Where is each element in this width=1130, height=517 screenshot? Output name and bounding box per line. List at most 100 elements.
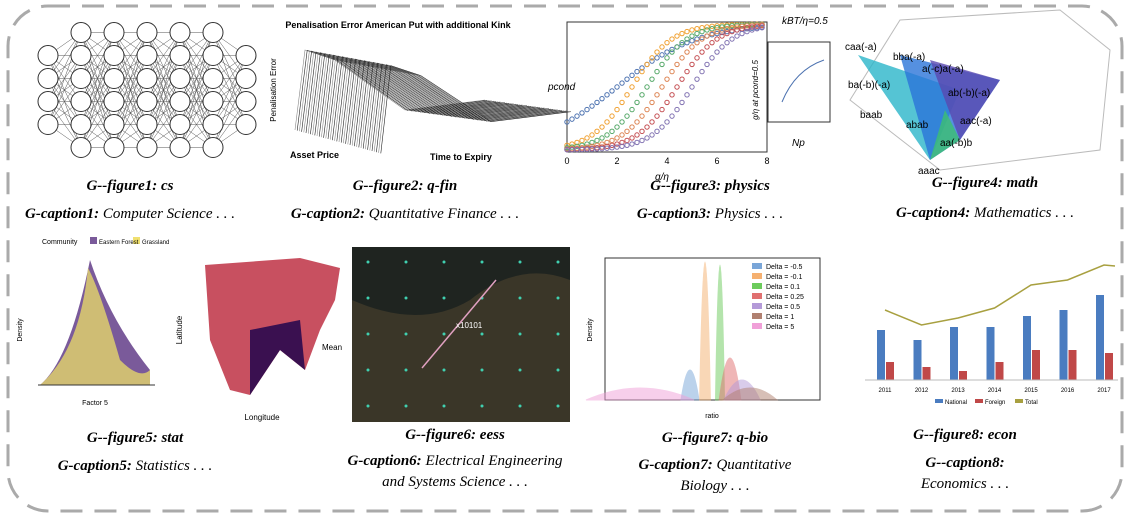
curve-marker <box>600 125 604 129</box>
curve-marker <box>690 28 694 32</box>
caption-prefix: G--caption8: <box>925 455 1004 471</box>
curve-marker <box>740 31 744 35</box>
caption: G-caption1: Computer Science . . . <box>25 204 235 225</box>
neuron <box>137 23 157 43</box>
label: aac(-a) <box>960 116 992 127</box>
label: 2014 <box>988 388 1002 394</box>
caption-prefix: G-caption1: <box>25 206 99 222</box>
bar-foreign <box>886 362 894 380</box>
caption: G-caption6: Electrical Engineeringand Sy… <box>348 451 563 493</box>
legend-swatch <box>752 293 762 299</box>
curve-marker <box>605 120 609 124</box>
label: abab <box>906 120 929 131</box>
neuron <box>104 138 124 158</box>
curve-marker <box>705 34 709 38</box>
curve-marker <box>635 69 639 73</box>
bar-national <box>1060 310 1068 380</box>
sensor-dot <box>367 297 370 300</box>
curve-marker <box>670 69 674 73</box>
label: 2017 <box>1097 388 1111 394</box>
sensor-dot <box>405 369 408 372</box>
curve-marker <box>700 50 704 54</box>
curve-marker <box>675 85 679 89</box>
label: 8 <box>764 156 769 166</box>
curve-marker <box>615 85 619 89</box>
label: National <box>945 400 967 406</box>
curve-marker <box>610 138 614 142</box>
neuron <box>170 138 190 158</box>
curve-marker <box>570 117 574 121</box>
sensor-dot <box>481 261 484 264</box>
sensor-dot <box>405 333 408 336</box>
curve-marker <box>650 100 654 104</box>
bar-foreign <box>923 367 931 380</box>
label: 2012 <box>915 388 929 394</box>
neuron <box>71 92 91 112</box>
label: g/η at pcond=0.5 <box>751 60 760 120</box>
label: Asset Price <box>290 150 339 160</box>
sensor-dot <box>443 369 446 372</box>
label: Time to Expiry <box>430 152 492 162</box>
label: ba(-b)(-a) <box>848 80 890 91</box>
caption-text: Electrical Engineering <box>425 453 562 469</box>
curve-marker <box>625 138 629 142</box>
curve-marker <box>665 120 669 124</box>
label: baab <box>860 110 883 121</box>
neuron <box>137 138 157 158</box>
caption-text: Computer Science . . . <box>103 206 235 222</box>
bar-foreign <box>1032 350 1040 380</box>
edge <box>48 33 81 102</box>
curve-marker <box>650 133 654 137</box>
neuron <box>71 23 91 43</box>
legend-swatch <box>90 237 97 244</box>
bar-national <box>1096 295 1104 380</box>
curve-marker <box>695 31 699 35</box>
curve-marker <box>710 40 714 44</box>
neuron <box>236 69 256 89</box>
curve-marker <box>635 140 639 144</box>
curve-marker <box>690 34 694 38</box>
curve-marker <box>670 114 674 118</box>
caption-text: Quantitative Finance . . . <box>369 206 519 222</box>
curve-marker <box>640 114 644 118</box>
curve-marker <box>665 100 669 104</box>
neuron <box>38 92 58 112</box>
curve-marker <box>680 56 684 60</box>
sensor-dot <box>519 297 522 300</box>
caption-text: Quantitative <box>716 457 791 473</box>
neuron <box>236 92 256 112</box>
curve-marker <box>660 53 664 57</box>
neuron <box>137 69 157 89</box>
label: Delta = -0.1 <box>766 274 802 281</box>
curve-marker <box>685 69 689 73</box>
neuron <box>71 115 91 135</box>
neuron <box>203 138 223 158</box>
legend-swatch <box>935 399 943 403</box>
neuron <box>170 69 190 89</box>
curve-marker <box>690 62 694 66</box>
figure-label: G--figure1: cs <box>86 178 173 195</box>
label: 2 <box>614 156 619 166</box>
curve-marker <box>600 96 604 100</box>
curve-marker <box>670 93 674 97</box>
neuron <box>104 115 124 135</box>
neuron <box>203 23 223 43</box>
curve-marker <box>670 37 674 41</box>
curve-marker <box>605 93 609 97</box>
neuron <box>104 23 124 43</box>
curve-marker <box>580 138 584 142</box>
curve-marker <box>705 62 709 66</box>
curve-marker <box>580 111 584 115</box>
label: Np <box>792 138 805 149</box>
sensor-dot <box>519 405 522 408</box>
figure-label: G--figure6: eess <box>405 427 505 444</box>
label: 2015 <box>1024 388 1038 394</box>
curve-marker <box>655 56 659 60</box>
caption-prefix: G-caption2: <box>291 206 365 222</box>
label: Penalisation Error American Put with add… <box>285 20 511 30</box>
curve-marker <box>645 62 649 66</box>
curve-marker <box>725 40 729 44</box>
curve-marker <box>645 85 649 89</box>
neuron <box>71 138 91 158</box>
caption-text: Mathematics . . . <box>974 205 1074 221</box>
